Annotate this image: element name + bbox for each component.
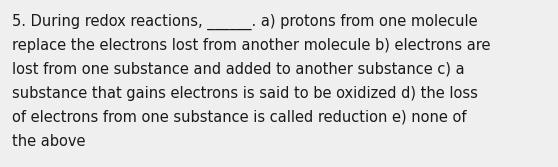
Text: replace the electrons lost from another molecule b) electrons are: replace the electrons lost from another … (12, 38, 490, 53)
Text: the above: the above (12, 134, 85, 149)
Text: of electrons from one substance is called reduction e) none of: of electrons from one substance is calle… (12, 110, 466, 125)
Text: lost from one substance and added to another substance c) a: lost from one substance and added to ano… (12, 62, 465, 77)
Text: substance that gains electrons is said to be oxidized d) the loss: substance that gains electrons is said t… (12, 86, 478, 101)
Text: 5. During redox reactions, ______. a) protons from one molecule: 5. During redox reactions, ______. a) pr… (12, 14, 478, 30)
